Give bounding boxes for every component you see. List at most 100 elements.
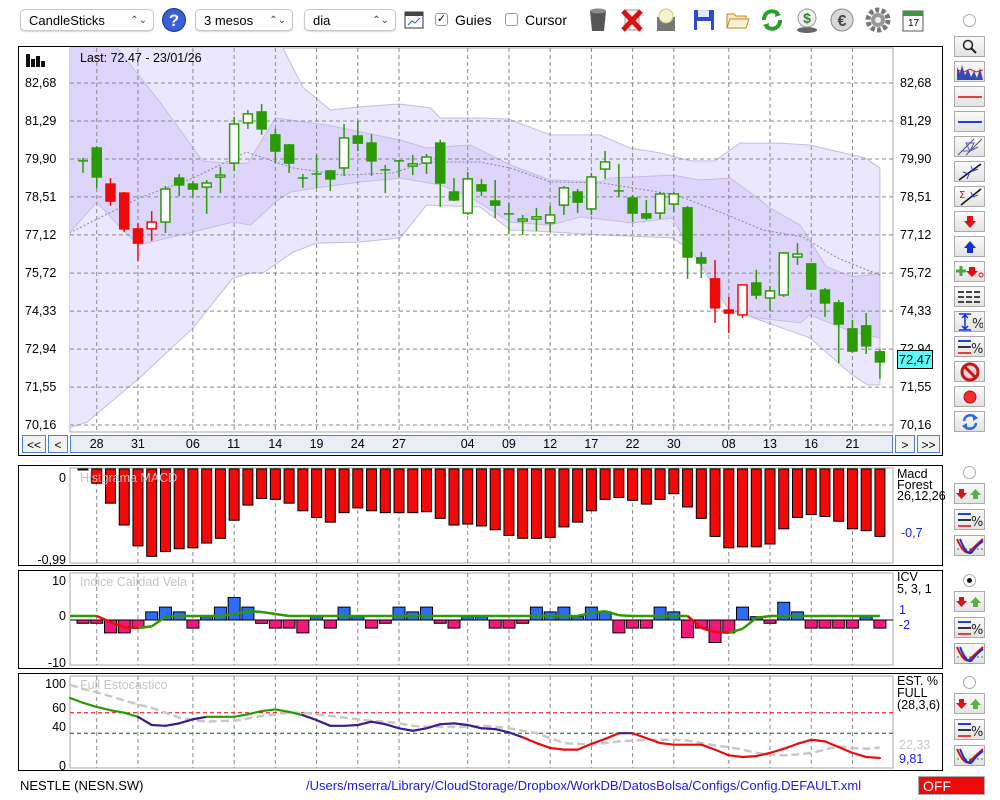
arrows-down-up-icon [955, 488, 981, 499]
symbol-label: NESTLE (NESN.SW) [20, 778, 144, 793]
help-button[interactable]: ? [160, 6, 188, 34]
interval-select[interactable]: dia ⌃⌄ [304, 9, 396, 31]
channel-button[interactable] [954, 136, 985, 157]
settings-button[interactable] [864, 6, 892, 34]
range-percent-button[interactable]: % [954, 311, 985, 332]
icv-value-1: 1 [899, 603, 906, 617]
icv-oscillator-button[interactable] [954, 643, 985, 664]
nav-prev-button[interactable]: < [48, 435, 68, 453]
prohibited-icon [960, 362, 979, 381]
macd-panel-radio[interactable] [963, 466, 976, 479]
bar-chart-icon [26, 54, 45, 67]
currency-button[interactable]: € [828, 6, 856, 34]
volume-profile-button[interactable] [954, 61, 985, 82]
arrows-down-up-icon [955, 698, 981, 709]
sum-trendline-button[interactable]: Σ [954, 186, 985, 207]
current-price-badge: 72,47 [897, 350, 933, 369]
volume-toggle[interactable] [26, 52, 46, 71]
floppy-icon [694, 10, 714, 30]
stoch-lines-percent-button[interactable]: % [954, 719, 985, 740]
lines-percent-icon: % [957, 620, 983, 637]
red-line-button[interactable] [954, 86, 985, 107]
config-path-link[interactable]: /Users/mserra/Library/CloudStorage/Dropb… [306, 778, 862, 793]
lines-percent-icon: % [957, 339, 983, 356]
stoch-axis-40: 40 [52, 720, 66, 734]
zoom-button[interactable] [954, 36, 985, 57]
price-label-left: 79,90 [25, 151, 57, 166]
date-label: 30 [666, 437, 681, 451]
folder-icon [726, 13, 750, 29]
macd-params: 26,12,26 [897, 489, 946, 503]
date-label: 27 [392, 437, 406, 451]
price-label-right: 70,16 [900, 418, 932, 433]
period-select[interactable]: 3 mesos ⌃⌄ [195, 9, 293, 31]
icv-title: Indice Calidad Vela [80, 575, 188, 589]
chart-window-button[interactable] [400, 6, 428, 34]
plus-arrow-icon [955, 265, 983, 277]
volume-chart-icon [956, 64, 983, 80]
nav-first-button[interactable]: << [22, 435, 46, 453]
lines-percent-button[interactable]: % [954, 336, 985, 357]
blue-line-icon [957, 120, 982, 123]
open-button[interactable] [724, 6, 752, 34]
macd-lines-percent-button[interactable]: % [954, 509, 985, 530]
icv-signals-button[interactable] [954, 591, 985, 612]
date-label: 22 [625, 437, 640, 451]
date-scrollbar[interactable] [70, 435, 893, 453]
svg-text:%: % [971, 342, 983, 356]
chart-type-select[interactable]: CandleSticks ⌃⌄ [20, 9, 154, 31]
macd-signals-button[interactable] [954, 483, 985, 504]
stoch-panel-radio[interactable] [963, 676, 976, 689]
bulb-button[interactable] [652, 6, 680, 34]
calendar-button[interactable]: 17 [899, 6, 927, 34]
levels-button[interactable] [954, 286, 985, 307]
stoch-signals-button[interactable] [954, 693, 985, 714]
nav-last-button[interactable]: >> [917, 435, 940, 453]
svg-text:$: $ [803, 10, 811, 26]
macd-oscillator-button[interactable] [954, 535, 985, 556]
add-signal-button[interactable] [954, 261, 985, 282]
clear-button[interactable] [954, 361, 985, 382]
trash-icon [590, 8, 606, 31]
gear-icon [865, 7, 891, 33]
price-label-left: 74,33 [25, 304, 57, 319]
dashed-lines-icon [957, 290, 982, 303]
main-panel-radio[interactable] [963, 14, 976, 27]
date-label: 16 [804, 437, 819, 451]
date-label: 06 [185, 437, 200, 451]
trendline-button[interactable] [954, 161, 985, 182]
swap-button[interactable] [954, 411, 985, 432]
sync-quotes-button[interactable]: $ [793, 6, 821, 34]
stoch-name: EST. % [897, 674, 938, 688]
refresh-button[interactable] [758, 6, 786, 34]
icv-params: 5, 3, 1 [897, 582, 932, 596]
buy-arrow-button[interactable] [954, 236, 985, 257]
price-label-left: 72,94 [25, 342, 57, 357]
date-label: 19 [309, 437, 324, 451]
guides-checkbox[interactable]: ✓ [435, 13, 448, 26]
close-chart-button[interactable] [618, 6, 646, 34]
record-button[interactable] [954, 386, 985, 407]
chevron-updown-icon: ⌃⌄ [372, 15, 389, 26]
delete-button[interactable] [584, 6, 612, 34]
save-button[interactable] [690, 6, 718, 34]
sell-arrow-button[interactable] [954, 211, 985, 232]
icv-panel-radio[interactable] [963, 574, 976, 587]
price-label-left: 75,72 [25, 266, 57, 281]
blue-line-button[interactable] [954, 111, 985, 132]
nav-next-button[interactable]: > [895, 435, 915, 453]
stoch-title: Full Estocastico [80, 678, 168, 692]
icv-lines-percent-button[interactable]: % [954, 617, 985, 638]
chart-type-value: CandleSticks [29, 13, 105, 28]
price-label-left: 71,55 [25, 380, 57, 395]
cursor-checkbox[interactable] [505, 13, 518, 26]
refresh-icon [762, 9, 782, 31]
status-off-button[interactable]: OFF [918, 776, 985, 795]
dollar-sync-icon: $ [797, 8, 817, 33]
stoch-oscillator-button[interactable] [954, 745, 985, 766]
price-label-left: 82,68 [25, 76, 57, 90]
date-label: 28 [89, 437, 104, 451]
price-label-right: 77,12 [900, 227, 932, 242]
cursor-label: Cursor [525, 12, 568, 28]
date-label: 17 [584, 437, 599, 451]
